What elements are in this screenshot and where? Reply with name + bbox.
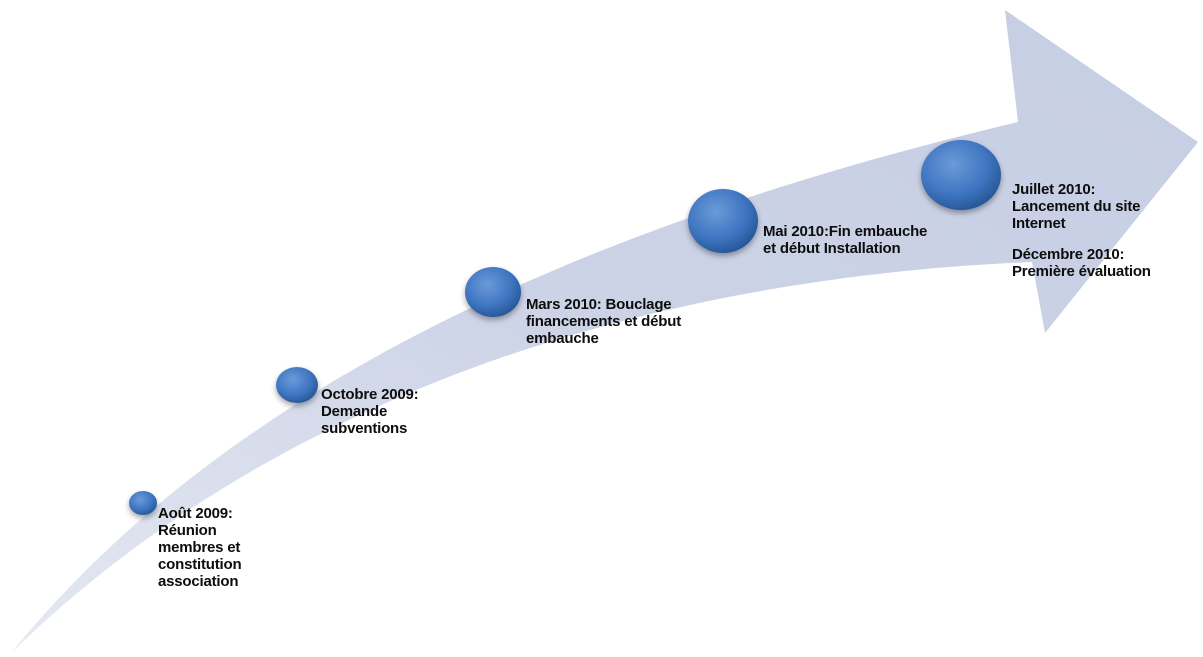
arrow-shape (12, 10, 1198, 652)
milestone-label-decembre-2010: Décembre 2010: Première évaluation (1012, 246, 1151, 280)
milestone-line: association (158, 573, 239, 590)
milestone-label-octobre-2009: Octobre 2009: Demande subventions (321, 386, 419, 437)
milestone-line: Octobre 2009: (321, 386, 419, 403)
milestone-circle-aout-2009 (129, 491, 157, 515)
milestone-line: et début Installation (763, 240, 901, 257)
milestone-line: Internet (1012, 215, 1066, 232)
milestone-line: Juillet 2010: (1012, 181, 1096, 198)
milestone-line: subventions (321, 420, 408, 437)
milestone-circle-mai-2010 (688, 189, 758, 253)
milestone-line: Lancement du site (1012, 198, 1141, 215)
milestone-line: membres et (158, 539, 241, 556)
milestone-label-juillet-2010: Juillet 2010: Lancement du site Internet (1012, 181, 1140, 232)
milestone-line: constitution (158, 556, 242, 573)
milestone-circle-octobre-2009 (276, 367, 318, 403)
milestone-line: embauche (526, 330, 599, 347)
milestone-line: Demande (321, 403, 388, 420)
milestone-line: Août 2009: (158, 505, 233, 522)
milestone-circles (129, 140, 1001, 515)
milestone-label-aout-2009: Août 2009: Réunion membres et constituti… (158, 505, 242, 590)
milestone-label-mai-2010: Mai 2010:Fin embauche et début Installat… (763, 223, 927, 257)
milestone-line: Mars 2010: Bouclage (526, 296, 672, 313)
milestone-line: Première évaluation (1012, 263, 1151, 280)
milestone-circle-juillet-2010 (921, 140, 1001, 210)
milestone-line: Mai 2010:Fin embauche (763, 223, 928, 240)
milestone-line: Réunion (158, 522, 217, 539)
milestone-label-mars-2010: Mars 2010: Bouclage financements et débu… (526, 296, 681, 347)
milestone-circle-mars-2010 (465, 267, 521, 317)
milestone-line: financements et début (526, 313, 681, 330)
milestone-line: Décembre 2010: (1012, 246, 1125, 263)
